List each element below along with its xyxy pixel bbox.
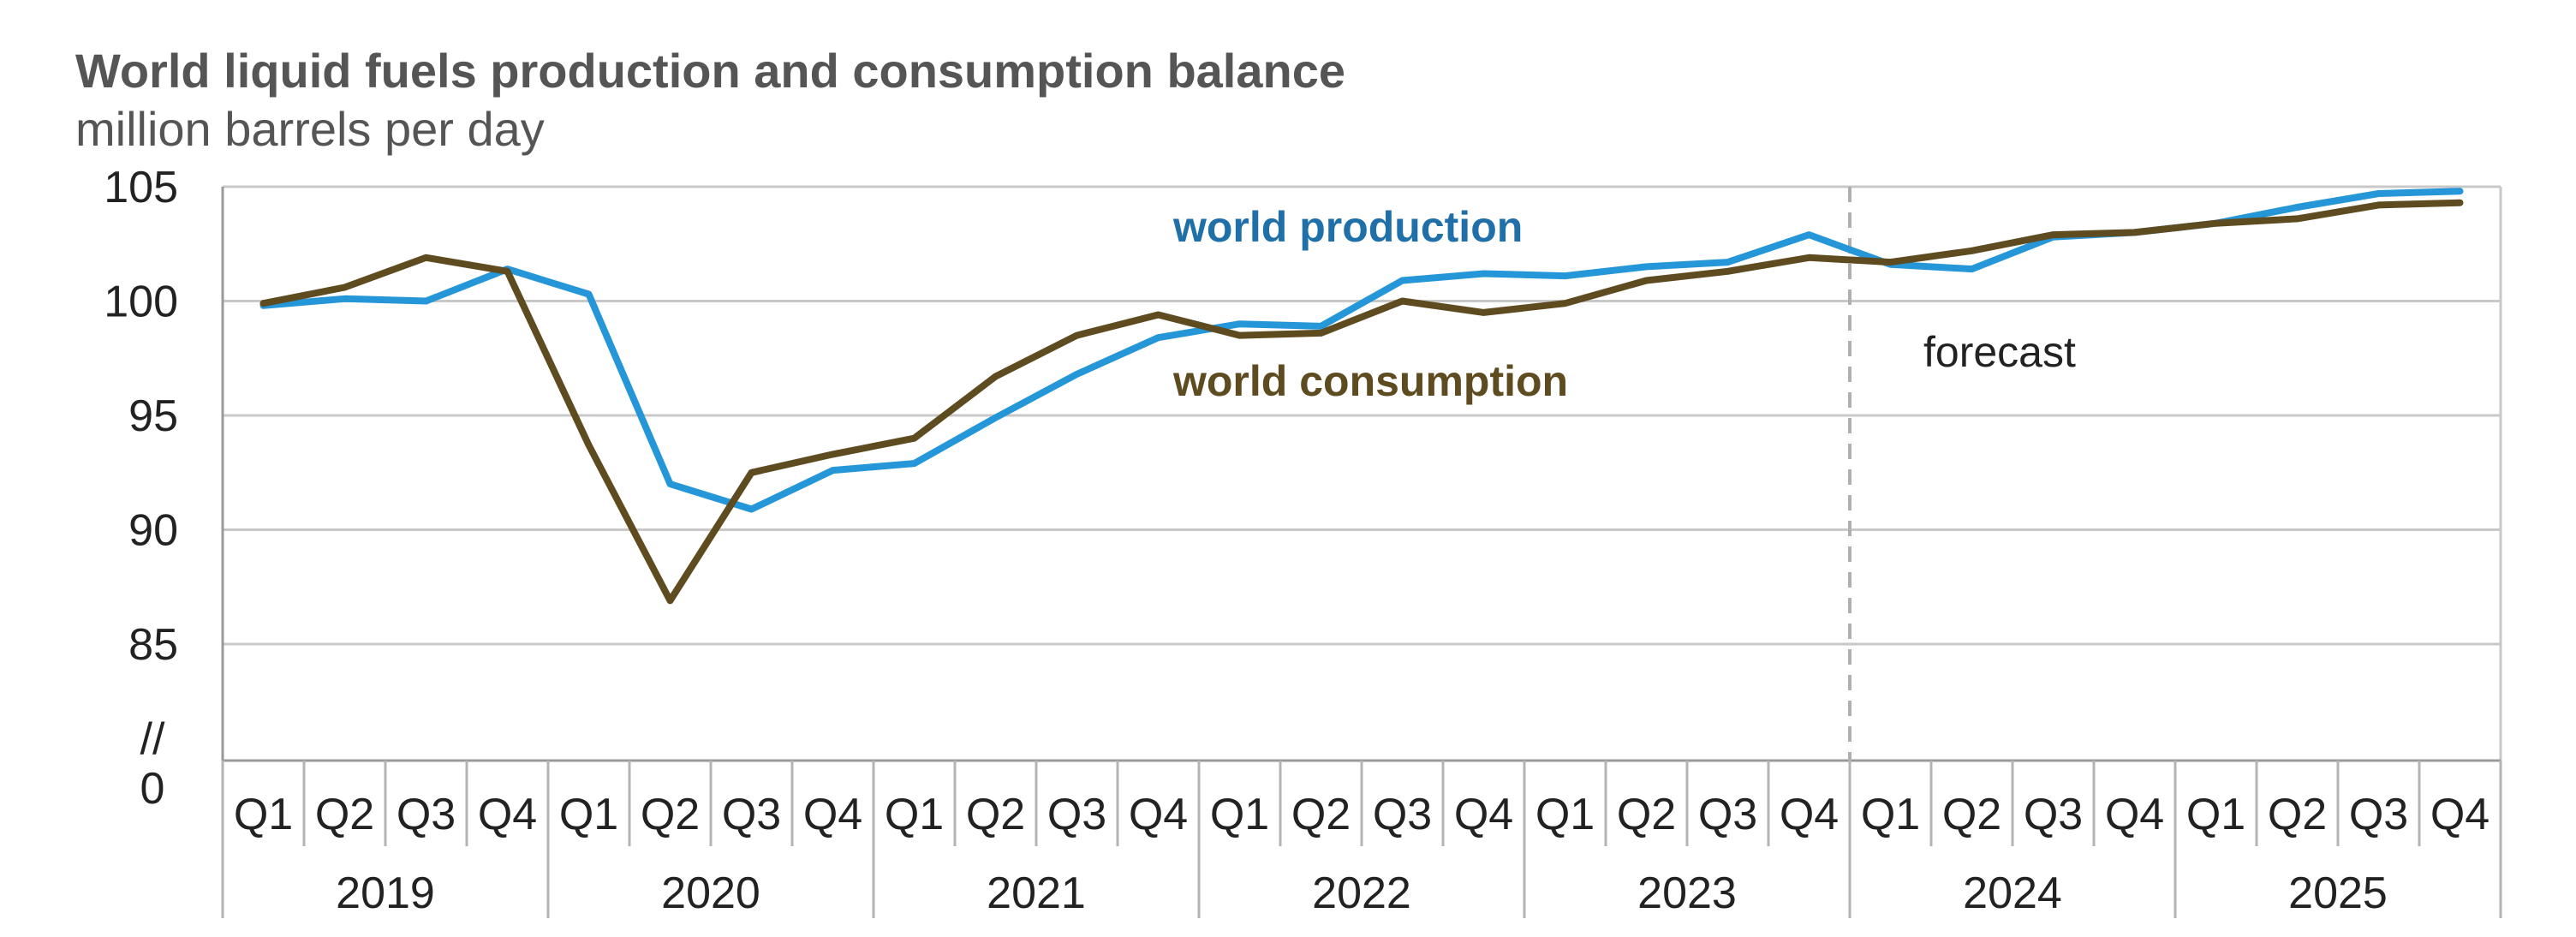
grid-lines: [223, 185, 2502, 761]
x-tick-quarter: Q4: [2430, 790, 2490, 839]
x-tick-quarter: Q3: [722, 790, 781, 839]
chart-title: World liquid fuels production and consum…: [75, 44, 1345, 98]
x-tick-quarter: Q4: [478, 790, 537, 839]
chart-subtitle: million barrels per day: [75, 102, 545, 156]
x-tick-quarter: Q3: [2349, 790, 2408, 839]
x-tick-year: 2019: [336, 868, 435, 918]
x-tick-quarter: Q4: [1129, 790, 1188, 839]
x-tick-quarter: Q1: [2186, 790, 2245, 839]
x-tick-quarter: Q3: [2024, 790, 2083, 839]
x-tick-quarter: Q2: [641, 790, 700, 839]
x-tick-quarter: Q2: [1291, 790, 1351, 839]
x-tick-quarter: Q4: [1454, 790, 1513, 839]
x-tick-quarter: Q2: [1942, 790, 2001, 839]
x-tick-quarter: Q4: [2105, 790, 2164, 839]
x-tick-year: 2023: [1637, 868, 1737, 918]
x-tick-year: 2025: [2288, 868, 2388, 918]
x-tick-quarter: Q3: [1373, 790, 1432, 839]
y-tick-zero: 0: [140, 764, 165, 814]
series-line-consumption: [259, 199, 2464, 605]
x-tick-quarter: Q3: [1047, 790, 1106, 839]
x-tick-year: 2024: [1963, 868, 2062, 918]
forecast-label: forecast: [1923, 328, 2076, 376]
labels: 105 100 95 90 85 //0 Q1 Q2 Q3 Q4 Q1 Q2 Q3 Q4 Q1 Q2 Q3 Q4 Q…: [104, 163, 2490, 918]
x-tick-quarter: Q2: [1617, 790, 1676, 839]
y-tick-label: 95: [128, 391, 178, 441]
x-tick-quarter: Q1: [559, 790, 618, 839]
x-tick-quarter: Q3: [1698, 790, 1757, 839]
x-tick-quarter: Q1: [1535, 790, 1595, 839]
x-tick-quarter: Q1: [234, 790, 293, 839]
x-tick-year: 2021: [987, 868, 1086, 918]
x-tick-quarter: Q2: [966, 790, 1025, 839]
x-tick-quarter: Q1: [885, 790, 944, 839]
x-tick-quarter: Q2: [315, 790, 374, 839]
y-tick-label: 85: [128, 620, 178, 670]
production-series-label: world production: [1172, 203, 1523, 251]
series-lines: [259, 188, 2464, 605]
y-tick-label: 100: [104, 278, 178, 327]
y-axis-break: //: [140, 714, 165, 764]
x-tick-year: 2022: [1312, 868, 1411, 918]
y-tick-label: 105: [104, 163, 178, 212]
x-tick-quarter: Q4: [1780, 790, 1839, 839]
x-tick-year: 2020: [661, 868, 760, 918]
y-tick-label: 90: [128, 506, 178, 556]
consumption-series-label: world consumption: [1172, 357, 1568, 405]
x-tick-quarter: Q1: [1861, 790, 1920, 839]
x-tick-quarter: Q3: [397, 790, 456, 839]
axes: [221, 187, 2502, 918]
x-tick-quarter: Q1: [1210, 790, 1269, 839]
x-tick-quarter: Q2: [2268, 790, 2327, 839]
x-tick-quarter: Q4: [803, 790, 862, 839]
